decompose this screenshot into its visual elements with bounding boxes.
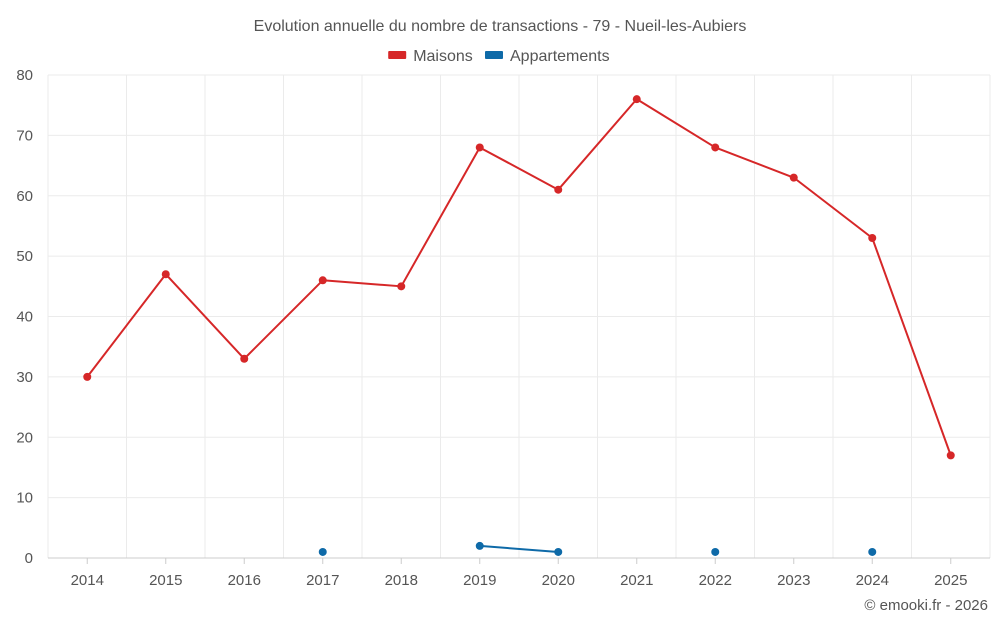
x-tick-label: 2017	[306, 572, 339, 589]
data-point-maisons-2020	[554, 185, 563, 194]
data-point-maisons-2015	[161, 270, 170, 279]
data-point-appartements-2020	[554, 547, 563, 556]
x-tick-label: 2021	[620, 572, 653, 589]
data-point-maisons-2023	[789, 173, 798, 182]
y-tick-label: 60	[16, 188, 33, 205]
y-axis-ticks: 0 10 20 30 40 50 60 70 80	[16, 67, 33, 567]
data-point-maisons-2019	[475, 143, 484, 152]
data-point-appartements-2022	[711, 547, 720, 556]
data-point-maisons-2017	[318, 276, 327, 285]
credit-text: © emooki.fr - 2026	[864, 597, 988, 614]
x-tick-label: 2015	[149, 572, 182, 589]
legend-label-appartements: Appartements	[510, 48, 610, 65]
series-maisons	[83, 95, 955, 460]
legend-item-appartements: Appartements	[485, 48, 610, 65]
legend: Maisons Appartements	[388, 48, 610, 65]
series-line-appartements	[479, 544, 559, 553]
y-tick-label: 10	[16, 490, 33, 507]
legend-swatch-appartements	[485, 51, 503, 59]
x-tick-label: 2022	[699, 572, 732, 589]
data-point-maisons-2014	[83, 372, 92, 381]
y-tick-label: 30	[16, 369, 33, 386]
chart-title: Evolution annuelle du nombre de transact…	[254, 18, 747, 35]
y-tick-label: 70	[16, 127, 33, 144]
y-tick-label: 50	[16, 248, 33, 265]
series-line-maisons	[86, 98, 952, 456]
data-point-appartements-2017	[318, 547, 327, 556]
data-point-maisons-2018	[397, 282, 406, 291]
data-point-maisons-2022	[711, 143, 720, 152]
x-tick-label: 2020	[542, 572, 575, 589]
x-tick-label: 2018	[385, 572, 418, 589]
x-tick-label: 2019	[463, 572, 496, 589]
x-tick-label: 2023	[777, 572, 810, 589]
legend-item-maisons: Maisons	[388, 48, 473, 65]
y-tick-label: 40	[16, 309, 33, 326]
data-point-maisons-2021	[632, 95, 641, 104]
data-point-maisons-2025	[946, 451, 955, 460]
data-point-maisons-2024	[868, 234, 877, 243]
y-tick-label: 0	[25, 550, 33, 567]
series-appartements	[318, 541, 877, 556]
y-tick-label: 80	[16, 67, 33, 84]
x-tick-label: 2016	[228, 572, 261, 589]
data-point-appartements-2019	[475, 541, 484, 550]
series-layer	[83, 95, 955, 556]
legend-label-maisons: Maisons	[413, 48, 473, 65]
x-tick-label: 2025	[934, 572, 967, 589]
legend-swatch-maisons	[388, 51, 407, 59]
data-point-appartements-2024	[868, 547, 877, 556]
x-axis-ticks: 2014 2015 2016 2017 2018 2019 2020 2021 2022 2023…	[71, 558, 967, 589]
y-tick-label: 20	[16, 429, 33, 446]
x-tick-label: 2014	[71, 572, 104, 589]
x-tick-label: 2024	[856, 572, 889, 589]
data-point-maisons-2016	[240, 354, 249, 363]
grid	[47, 74, 991, 558]
